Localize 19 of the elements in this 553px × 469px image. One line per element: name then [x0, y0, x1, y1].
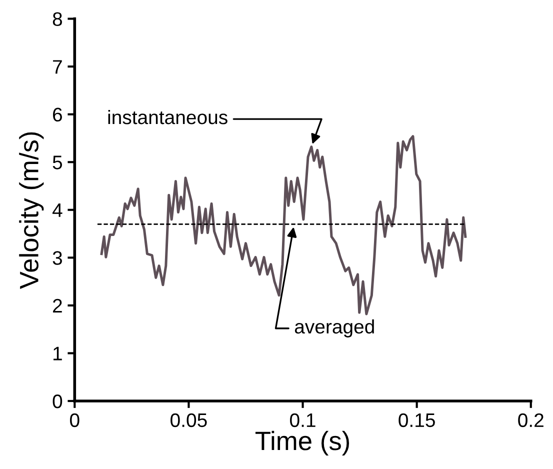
x-tick-label: 0.1	[290, 413, 316, 428]
x-tick-label: 0.2	[518, 413, 544, 428]
y-tick-label: 6	[53, 108, 62, 122]
y-tick-label: 4	[52, 204, 62, 217]
x-tick-label: 0.05	[170, 413, 207, 428]
y-tick-label: 2	[53, 298, 62, 312]
line-series	[100, 135, 467, 316]
annotation: averaged	[294, 319, 374, 338]
y-tick-label: 8	[52, 12, 62, 26]
y-tick-label: 7	[53, 60, 62, 74]
annotation: instantaneous	[108, 110, 228, 124]
y-tick-label: 5	[52, 156, 62, 170]
y-tick-label: 0	[52, 394, 62, 408]
x-axis-title: Time (s)	[255, 430, 350, 456]
x-tick-label: 0	[70, 413, 80, 428]
y-tick-label: 3	[52, 251, 62, 265]
x-tick-label: 0.15	[398, 413, 435, 428]
y-tick-label: 1	[54, 346, 62, 360]
y-axis-title: Velocity (m/s)	[19, 132, 44, 289]
